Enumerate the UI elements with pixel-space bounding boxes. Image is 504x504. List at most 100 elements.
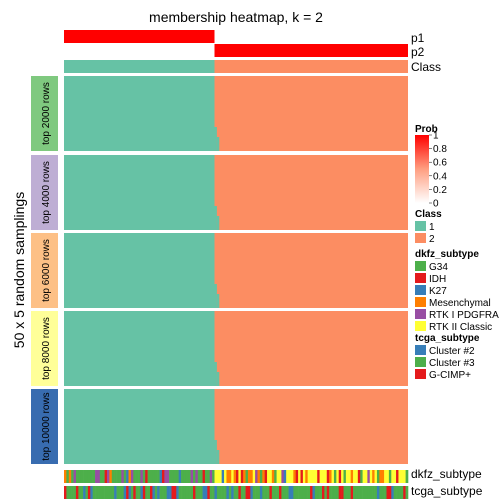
dkfz-cell <box>295 470 299 483</box>
dkfz-cell <box>181 470 184 483</box>
dkfz-cell <box>161 470 165 483</box>
tcga-cell <box>181 486 184 499</box>
tcga-cell <box>95 486 98 499</box>
tcga-cell <box>274 486 277 499</box>
p1-low-block <box>214 30 408 43</box>
tcga-cell <box>376 486 380 499</box>
panel-class1-block <box>64 389 215 464</box>
tcga-cell <box>142 486 146 499</box>
dkfz-cell <box>97 470 101 483</box>
tcga-cell <box>228 486 232 499</box>
dkfz-cell <box>391 470 394 483</box>
dkfz-cell <box>107 470 110 483</box>
tcga-cell <box>240 486 244 499</box>
tcga-cell <box>80 486 84 499</box>
tcga-cell <box>300 486 304 499</box>
tcga-cell <box>200 486 203 499</box>
tcga-cell <box>173 486 177 499</box>
tcga-cell <box>68 486 72 499</box>
dkfz-cell <box>92 470 96 483</box>
dkfz-cell <box>384 470 387 483</box>
tcga-cell <box>305 486 308 499</box>
dkfz-cell <box>80 470 84 483</box>
tcga-cell <box>159 486 163 499</box>
p2-low-block <box>64 44 215 57</box>
dkfz-cell <box>259 470 263 483</box>
tcga-cell <box>90 486 93 499</box>
dkfz-legend-label: Mesenchymal <box>429 298 491 309</box>
group-label: top 4000 rows <box>41 161 52 224</box>
tcga-legend-label: G-CIMP+ <box>429 370 471 381</box>
dkfz-cell <box>68 470 72 483</box>
panel-class1-block <box>64 155 215 230</box>
group-bar <box>31 155 58 230</box>
tcga-cell <box>123 486 127 499</box>
group-bar <box>31 233 58 308</box>
dkfz-legend-label: K27 <box>429 286 447 297</box>
dkfz-cell <box>290 470 294 483</box>
tcga-cell <box>398 486 402 499</box>
class-legend-swatch <box>415 221 426 231</box>
dkfz-cell <box>288 470 292 483</box>
dkfz-cell <box>243 470 246 483</box>
dkfz-cell <box>87 470 91 483</box>
tcga-cell <box>322 486 325 499</box>
boundary-step <box>216 294 220 308</box>
dkfz-cell <box>372 470 375 483</box>
dkfz-cell <box>281 470 285 483</box>
dkfz-legend-swatch <box>415 309 426 319</box>
prob-ticks: 1 0.8 0.6 0.4 0.2 0 <box>429 131 447 210</box>
tcga-cell <box>317 486 320 499</box>
group-bar <box>31 311 58 386</box>
dkfz-cell <box>374 470 378 483</box>
tcga-cell <box>195 486 199 499</box>
p2-label: p2 <box>411 45 425 59</box>
dkfz-cell <box>221 470 225 483</box>
dkfz-cell <box>209 470 213 483</box>
tcga-cell <box>78 486 82 499</box>
tcga-cell <box>405 486 409 499</box>
tcga-cell <box>221 486 225 499</box>
class-legend-swatch <box>415 233 426 243</box>
dkfz-cell <box>329 470 332 483</box>
dkfz-cell <box>331 470 335 483</box>
dkfz-cell <box>367 470 371 483</box>
tcga-cell <box>281 486 285 499</box>
tcga-cell <box>171 486 175 499</box>
prob-tick-label: 1 <box>433 131 439 142</box>
dkfz-cell <box>333 470 337 483</box>
tcga-cell <box>310 486 313 499</box>
tcga-cell <box>66 486 70 499</box>
tcga-cell <box>367 486 371 499</box>
tcga-cell <box>255 486 258 499</box>
tcga-cell <box>267 486 270 499</box>
panel-class1-block <box>64 233 215 308</box>
dkfz-cell <box>386 470 390 483</box>
dkfz-cell <box>169 470 172 483</box>
dkfz-cell <box>369 470 373 483</box>
top-annotations <box>64 30 408 73</box>
tcga-cell <box>190 486 194 499</box>
tcga-cell <box>338 486 342 499</box>
chart-title: membership heatmap, k = 2 <box>149 9 323 25</box>
tcga-cell <box>92 486 96 499</box>
tcga-cell <box>197 486 201 499</box>
prob-color-bar <box>415 135 429 203</box>
tcga-cell <box>114 486 117 499</box>
dkfz-legend-swatch <box>415 285 426 295</box>
heatmap-body <box>64 76 408 464</box>
dkfz-cell <box>133 470 136 483</box>
dkfz-cell <box>353 470 356 483</box>
prob-tick-label: 0.2 <box>433 185 447 196</box>
tcga-cell <box>102 486 105 499</box>
dkfz-cell <box>214 470 218 483</box>
dkfz-cell <box>102 470 105 483</box>
dkfz-cell <box>138 470 141 483</box>
class1-anno-block <box>64 60 215 73</box>
tcga-cell <box>118 486 122 499</box>
dkfz-cell <box>123 470 127 483</box>
dkfz-anno-label: dkfz_subtype <box>411 467 482 481</box>
tcga-cell <box>140 486 144 499</box>
boundary-step <box>216 372 220 386</box>
